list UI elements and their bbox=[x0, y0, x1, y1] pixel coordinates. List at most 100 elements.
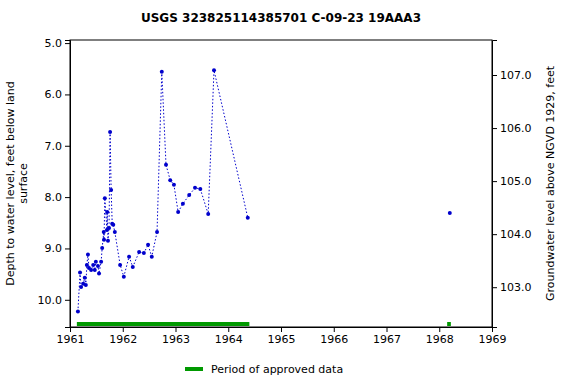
x-axis-tick-label: 1964 bbox=[215, 333, 243, 346]
y-axis: 5.0 6.0 7.0 8.0 9.0 10.0 bbox=[38, 37, 71, 327]
y-axis-tick: 10.0 bbox=[38, 294, 71, 307]
y2-axis-tick: 104.0 bbox=[492, 228, 532, 241]
data-point bbox=[99, 260, 103, 264]
y2-axis-tick: 105.0 bbox=[492, 175, 532, 188]
y2-axis-tick: 103.0 bbox=[492, 281, 532, 294]
data-point bbox=[102, 238, 106, 242]
y-axis-tick-mark bbox=[65, 94, 70, 95]
x-axis-tick: 1964 bbox=[215, 327, 243, 346]
legend-label: Period of approved data bbox=[211, 363, 343, 376]
data-point bbox=[108, 130, 112, 134]
data-point bbox=[176, 210, 180, 214]
y-axis-tick-mark bbox=[65, 43, 70, 44]
y-axis-tick-label: 10.0 bbox=[38, 294, 63, 307]
x-axis-tick-label: 1966 bbox=[320, 333, 348, 346]
y2-axis: 103.0 104.0 105.0 106.0 107.0 bbox=[492, 41, 532, 328]
data-point bbox=[109, 188, 113, 192]
x-axis-line bbox=[71, 328, 493, 333]
y2-axis-tick-mark bbox=[492, 75, 497, 76]
x-axis-tick-label: 1963 bbox=[162, 333, 190, 346]
x-axis-tick-mark bbox=[439, 327, 440, 332]
data-point bbox=[78, 271, 82, 275]
y-axis-tick-mark bbox=[65, 248, 70, 249]
y2-axis-tick-label: 105.0 bbox=[500, 175, 532, 188]
y2-axis-line bbox=[493, 41, 498, 328]
y2-axis-tick-mark bbox=[492, 181, 497, 182]
data-point bbox=[146, 243, 150, 247]
y2-axis-tick-label: 103.0 bbox=[500, 281, 532, 294]
data-point bbox=[76, 310, 80, 314]
x-axis-tick-label: 1969 bbox=[479, 333, 507, 346]
data-point bbox=[93, 268, 97, 272]
x-axis-tick: 1961 bbox=[57, 327, 85, 346]
y-axis-tick: 9.0 bbox=[45, 242, 71, 255]
y2-axis-tick: 107.0 bbox=[492, 69, 532, 82]
y2-axis-tick-mark bbox=[492, 128, 497, 129]
y-axis-tick-label: 7.0 bbox=[45, 140, 63, 153]
x-axis: 1961 1962 1963 1964 1965 1966 1967 1968 1969 bbox=[57, 327, 507, 346]
y2-axis-title: Groundwater level above NGVD 1929, feet bbox=[544, 65, 557, 301]
x-axis-tick-mark bbox=[176, 327, 177, 332]
x-axis-tick: 1966 bbox=[320, 327, 348, 346]
x-axis-tick: 1963 bbox=[162, 327, 190, 346]
data-point bbox=[83, 276, 87, 280]
x-axis-tick-mark bbox=[123, 327, 124, 332]
x-axis-tick: 1968 bbox=[426, 327, 454, 346]
x-axis-tick: 1967 bbox=[373, 327, 401, 346]
data-point bbox=[160, 70, 164, 74]
data-point bbox=[106, 239, 110, 243]
y-axis-title: Depth to water level, feet below landsur… bbox=[4, 81, 30, 286]
data-point bbox=[127, 255, 131, 259]
y2-axis-tick-label: 107.0 bbox=[500, 69, 532, 82]
data-point bbox=[142, 251, 146, 255]
plot-area bbox=[76, 68, 452, 326]
data-point bbox=[150, 255, 154, 259]
data-point bbox=[168, 178, 172, 182]
x-axis-tick-mark bbox=[387, 327, 388, 332]
data-point bbox=[97, 272, 101, 276]
data-point bbox=[111, 223, 115, 227]
x-axis-tick-mark bbox=[281, 327, 282, 332]
data-point bbox=[131, 265, 135, 269]
y-axis-tick-label: 8.0 bbox=[45, 191, 63, 204]
y2-axis-tick-mark bbox=[492, 287, 497, 288]
data-point bbox=[172, 183, 176, 187]
y-axis-tick-label: 6.0 bbox=[45, 88, 63, 101]
x-axis-tick-label: 1968 bbox=[426, 333, 454, 346]
y-axis-tick-label: 9.0 bbox=[45, 242, 63, 255]
y-axis-line bbox=[65, 41, 71, 328]
data-point bbox=[187, 193, 191, 197]
data-point bbox=[91, 263, 95, 267]
data-point bbox=[86, 253, 90, 257]
series-line bbox=[78, 70, 248, 311]
y2-axis-tick: 106.0 bbox=[492, 122, 532, 135]
data-point bbox=[100, 246, 104, 250]
data-point bbox=[89, 268, 93, 272]
data-point bbox=[84, 283, 88, 287]
title: USGS 323825114385701 C-09-23 19AAA3 bbox=[141, 11, 421, 25]
y2-axis-tick-mark bbox=[492, 234, 497, 235]
y2-axis-tick-label: 104.0 bbox=[500, 228, 532, 241]
x-axis-tick: 1962 bbox=[109, 327, 137, 346]
data-point bbox=[105, 210, 109, 214]
data-point bbox=[212, 68, 216, 72]
x-axis-tick-label: 1962 bbox=[109, 333, 137, 346]
x-axis-tick-mark bbox=[228, 327, 229, 332]
data-point bbox=[193, 186, 197, 190]
y-axis-tick: 5.0 bbox=[45, 37, 71, 50]
approved-period bbox=[447, 322, 451, 326]
y-axis-tick-mark bbox=[65, 146, 70, 147]
chart: USGS 323825114385701 C-09-23 19AAA319611… bbox=[0, 0, 576, 384]
x-axis-tick: 1969 bbox=[479, 327, 507, 346]
data-point bbox=[164, 163, 168, 167]
data-point bbox=[155, 230, 159, 234]
x-axis-tick-label: 1965 bbox=[268, 333, 296, 346]
y-axis-tick: 6.0 bbox=[45, 88, 71, 101]
data-point bbox=[118, 263, 122, 267]
data-point bbox=[96, 264, 100, 268]
legend-swatch bbox=[185, 367, 203, 371]
y2-axis-tick-label: 106.0 bbox=[500, 122, 532, 135]
data-point bbox=[206, 212, 210, 216]
data-point bbox=[246, 216, 250, 220]
x-axis-tick-mark bbox=[334, 327, 335, 332]
